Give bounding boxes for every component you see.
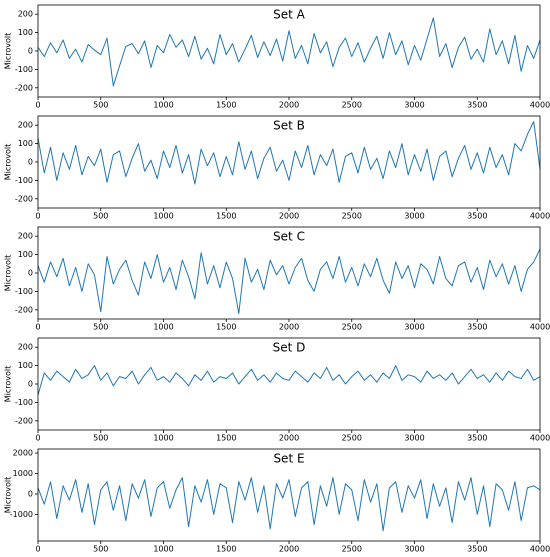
y-tick-label: 100 xyxy=(18,139,33,148)
x-tick-label: 0 xyxy=(35,434,40,443)
x-tick-label: 4000 xyxy=(530,545,550,554)
x-tick-label: 3500 xyxy=(467,545,487,554)
y-tick-label: 200 xyxy=(18,232,33,241)
x-tick-label: 3500 xyxy=(467,212,487,221)
x-tick-label: 1500 xyxy=(216,323,236,332)
x-tick-label: 0 xyxy=(35,212,40,221)
signal-line xyxy=(37,365,541,396)
y-tick-label: 0 xyxy=(28,269,33,278)
y-tick-label: 2000 xyxy=(13,449,33,458)
y-axis-label: Microvolt xyxy=(4,255,13,292)
x-tick-label: 0 xyxy=(35,101,40,110)
y-tick-label: 0 xyxy=(28,380,33,389)
x-tick-label: 2500 xyxy=(342,212,362,221)
y-axis-label: Microvolt xyxy=(4,366,13,403)
x-tick-label: 500 xyxy=(93,323,108,332)
y-tick-label: 200 xyxy=(18,343,33,352)
signal-line xyxy=(37,477,541,532)
x-tick-label: 3500 xyxy=(467,101,487,110)
x-tick-label: 1000 xyxy=(153,323,173,332)
y-tick-label: 200 xyxy=(18,121,33,130)
x-tick-label: 3500 xyxy=(467,323,487,332)
x-tick-label: 4000 xyxy=(530,212,550,221)
x-tick-label: 1000 xyxy=(153,212,173,221)
x-tick-label: 3000 xyxy=(404,212,424,221)
y-tick-label: 0 xyxy=(28,489,33,498)
x-tick-label: 2500 xyxy=(342,545,362,554)
y-tick-label: 0 xyxy=(28,158,33,167)
x-tick-label: 2500 xyxy=(342,434,362,443)
x-tick-label: 0 xyxy=(35,323,40,332)
x-tick-label: 0 xyxy=(35,545,40,554)
x-tick-label: 2000 xyxy=(279,212,299,221)
y-axis-label: Microvolt xyxy=(4,33,13,70)
subplot-title: Set C xyxy=(273,230,305,244)
y-axis-label: Microvolt xyxy=(4,144,13,181)
subplot-title: Set D xyxy=(273,341,306,355)
x-tick-label: 2000 xyxy=(279,101,299,110)
y-tick-label: 200 xyxy=(18,10,33,19)
x-tick-label: 1500 xyxy=(216,545,236,554)
x-tick-label: 1500 xyxy=(216,101,236,110)
y-tick-label: 1000 xyxy=(13,469,33,478)
x-tick-label: 500 xyxy=(93,434,108,443)
y-tick-label: -100 xyxy=(15,65,33,74)
subplot-title: Set A xyxy=(273,8,306,22)
x-tick-label: 4000 xyxy=(530,434,550,443)
x-tick-label: 2000 xyxy=(279,545,299,554)
y-tick-label: 100 xyxy=(18,361,33,370)
x-tick-label: 3000 xyxy=(404,323,424,332)
x-tick-label: 2000 xyxy=(279,434,299,443)
x-tick-label: 1000 xyxy=(153,101,173,110)
y-tick-label: -100 xyxy=(15,176,33,185)
x-tick-label: 3500 xyxy=(467,434,487,443)
x-tick-label: 2500 xyxy=(342,323,362,332)
y-tick-label: -200 xyxy=(15,416,33,425)
signal-line xyxy=(37,17,541,87)
x-tick-label: 2500 xyxy=(342,101,362,110)
y-axis-label: Microvolt xyxy=(4,477,13,514)
y-tick-label: -100 xyxy=(15,398,33,407)
x-tick-label: 3000 xyxy=(404,101,424,110)
x-tick-label: 2000 xyxy=(279,323,299,332)
x-tick-label: 500 xyxy=(93,212,108,221)
signal-line xyxy=(37,248,541,314)
y-tick-label: 100 xyxy=(18,250,33,259)
y-tick-label: -1000 xyxy=(10,510,33,519)
x-tick-label: 1000 xyxy=(153,434,173,443)
x-tick-label: 500 xyxy=(93,545,108,554)
y-tick-label: -200 xyxy=(15,194,33,203)
x-tick-label: 1500 xyxy=(216,212,236,221)
x-tick-label: 4000 xyxy=(530,323,550,332)
x-tick-label: 4000 xyxy=(530,101,550,110)
y-tick-label: -100 xyxy=(15,287,33,296)
x-tick-label: 3000 xyxy=(404,434,424,443)
y-tick-label: 100 xyxy=(18,28,33,37)
x-tick-label: 3000 xyxy=(404,545,424,554)
y-tick-label: -200 xyxy=(15,305,33,314)
subplot-title: Set E xyxy=(273,452,304,466)
x-tick-label: 500 xyxy=(93,101,108,110)
x-tick-label: 1000 xyxy=(153,545,173,554)
signal-line xyxy=(37,121,541,185)
x-tick-label: 1500 xyxy=(216,434,236,443)
subplot-title: Set B xyxy=(273,119,305,133)
y-tick-label: 0 xyxy=(28,47,33,56)
y-tick-label: -200 xyxy=(15,83,33,92)
